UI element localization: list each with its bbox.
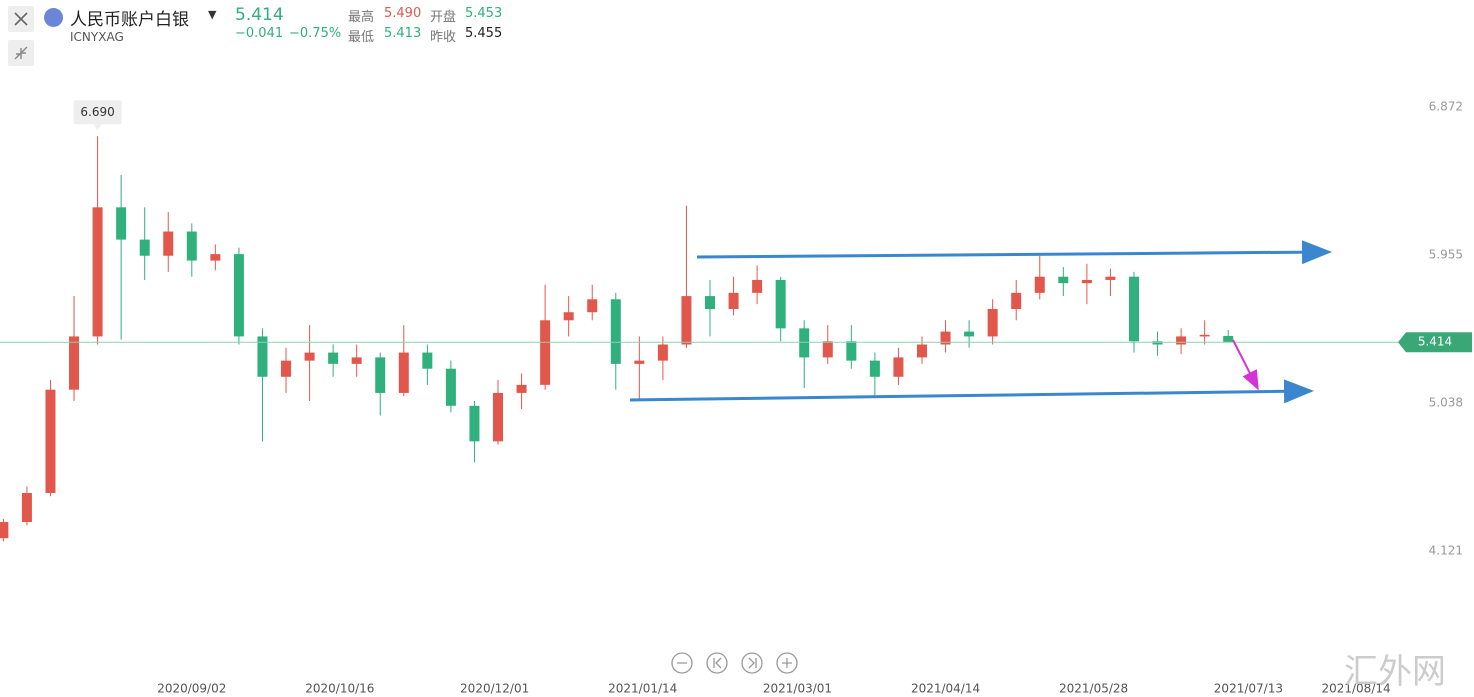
candle-body	[69, 336, 80, 390]
x-tick-label: 2021/01/14	[608, 682, 677, 696]
low: 5.413	[384, 26, 422, 41]
y-tick-label: 5.955	[1429, 247, 1463, 261]
zoom-out[interactable]	[671, 652, 693, 674]
x-tick-label: 2021/05/28	[1059, 682, 1128, 696]
candle-body	[21, 492, 32, 523]
icon	[44, 8, 63, 27]
high-marker-pointer	[93, 124, 102, 131]
candle-body	[657, 344, 668, 361]
candle-body	[1152, 341, 1163, 345]
candle-body	[304, 352, 315, 361]
candle-body	[822, 341, 833, 358]
trend-line	[629, 379, 1314, 404]
candle-body	[116, 207, 127, 240]
label: 最高	[348, 10, 375, 25]
collapse-button[interactable]	[8, 40, 34, 66]
x-tick-label: 2021/04/14	[911, 682, 980, 696]
price-tag	[1398, 332, 1472, 353]
label: 最低	[348, 30, 375, 45]
candle-body	[775, 279, 786, 329]
candle-body	[493, 392, 504, 442]
next[interactable]	[741, 652, 763, 674]
candle-body	[398, 352, 409, 393]
candle-body	[1128, 276, 1139, 342]
y-tick-label: 5.038	[1429, 395, 1463, 409]
x-tick-label: 2021/07/13	[1214, 682, 1283, 696]
x-tick-label: 2021/08/14	[1321, 682, 1390, 696]
candle-body	[610, 299, 621, 364]
candle-body	[233, 254, 244, 337]
price: 5.414	[235, 5, 284, 25]
prev[interactable]	[706, 652, 728, 674]
candle-body	[257, 336, 268, 377]
candle-body	[328, 352, 339, 364]
candle-body	[705, 296, 715, 309]
candle-body	[445, 368, 456, 406]
candle-body	[893, 357, 904, 377]
title[interactable]: 人民币账户白银	[70, 10, 189, 30]
x-tick-label: 2020/09/02	[157, 682, 226, 696]
dropdown[interactable]: ▼	[208, 8, 217, 21]
x-tick-label: 2020/10/16	[305, 682, 374, 696]
high: 5.490	[384, 6, 422, 21]
candle-body	[728, 292, 739, 309]
label: 开盘	[430, 10, 457, 25]
candle-body	[422, 352, 433, 369]
candle-body	[540, 320, 551, 385]
candle-body	[45, 389, 56, 493]
candle-body	[375, 357, 386, 393]
close-button[interactable]	[8, 6, 34, 32]
candle-body	[351, 357, 362, 364]
y-tick-label: 6.872	[1429, 99, 1463, 113]
x-tick-label: 2020/12/01	[460, 682, 529, 696]
candle-body	[869, 360, 880, 377]
candle-body	[1058, 276, 1069, 284]
x-tick-label: 2021/03/01	[763, 682, 832, 696]
candle-body	[92, 207, 103, 337]
candle-body	[846, 341, 857, 361]
label: 昨收	[430, 30, 457, 45]
candle-body	[563, 312, 574, 321]
candle-body	[516, 384, 527, 393]
candle-body	[210, 254, 221, 261]
zoom-in[interactable]	[776, 652, 798, 674]
candle-body	[681, 296, 692, 345]
candle-body	[1081, 279, 1092, 284]
candle-body	[799, 328, 810, 358]
candle-body	[1034, 276, 1045, 293]
candle-body	[916, 344, 927, 358]
candle-body	[469, 405, 480, 442]
candle-body	[1176, 336, 1187, 345]
candle-body	[186, 231, 197, 261]
prev-close: 5.455	[465, 26, 503, 41]
candle-body	[139, 239, 150, 256]
zoom-controls	[671, 652, 798, 674]
change: −0.041	[235, 26, 284, 41]
change-pct: −0.75%	[289, 26, 342, 41]
candle-body	[1105, 276, 1116, 280]
candle-body	[634, 360, 645, 364]
trend-line	[696, 240, 1332, 265]
candle-body	[163, 231, 174, 256]
candle-body	[1223, 335, 1234, 343]
candle-body	[1199, 334, 1210, 337]
arrow	[1232, 339, 1259, 391]
candle-body	[1011, 292, 1022, 309]
candle-body	[987, 308, 998, 337]
y-tick-label: 4.121	[1429, 543, 1463, 557]
price-tag-label: 5.414	[1418, 335, 1452, 349]
candle-body	[0, 522, 9, 539]
candle-body	[964, 331, 975, 337]
candle-body	[752, 279, 763, 293]
high-marker-label: 6.690	[80, 105, 114, 119]
high-marker-box	[73, 100, 122, 125]
candle-body	[940, 331, 951, 345]
watermark: 汇外网	[1344, 652, 1446, 692]
candle-body	[281, 360, 292, 377]
open: 5.453	[465, 6, 503, 21]
candle-body	[587, 299, 598, 313]
code: ICNYXAG	[70, 30, 124, 44]
